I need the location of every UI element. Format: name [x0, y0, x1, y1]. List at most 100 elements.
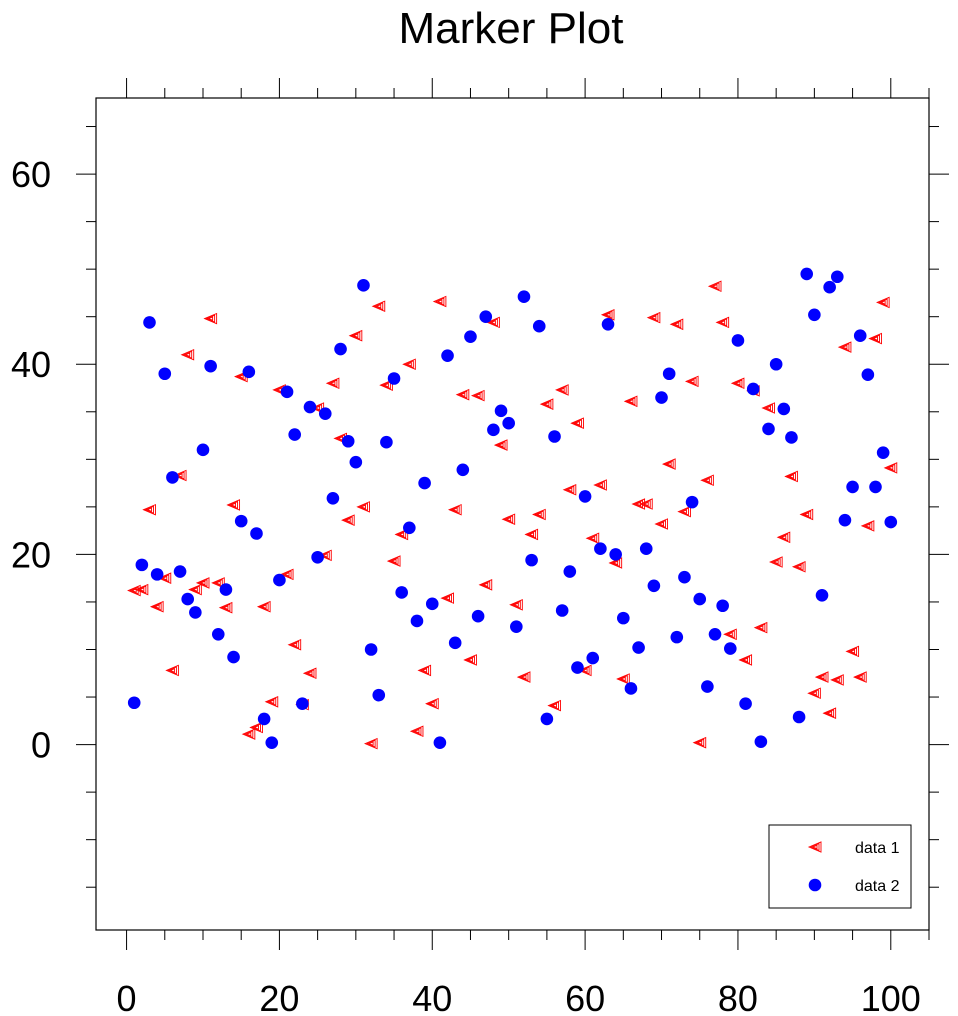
data-1-point: [501, 513, 516, 526]
data-2-point: [708, 627, 722, 641]
plot-frame: [95, 97, 930, 931]
data-2-point: [594, 542, 607, 556]
data-2-point: [517, 290, 531, 304]
data-2-point: [372, 688, 386, 702]
data-1-point: [868, 332, 882, 345]
series-data-2: [127, 267, 898, 749]
x-tick-label: 20: [259, 978, 299, 1016]
data-2-point: [532, 319, 546, 333]
data-1-point: [180, 348, 195, 361]
data-2-point: [357, 279, 370, 292]
data-2-point: [158, 367, 172, 381]
x-tick-label: 60: [565, 978, 605, 1016]
data-1-point: [302, 667, 317, 680]
data-2-point: [884, 515, 898, 529]
chart-title: Marker Plot: [399, 4, 624, 53]
data-2-point: [548, 430, 561, 443]
data-2-point: [571, 661, 584, 674]
data-2-point: [701, 680, 714, 693]
data-2-point: [441, 349, 454, 362]
data-2-point: [609, 548, 622, 561]
data-1-point: [440, 592, 454, 604]
x-tick-label: 0: [117, 978, 137, 1016]
data-2-point: [456, 463, 470, 477]
data-1-point: [799, 508, 814, 521]
y-tick-label: 20: [11, 534, 51, 575]
data-1-point: [409, 725, 424, 738]
data-1-point: [379, 379, 393, 391]
data-1-point: [226, 499, 241, 511]
data-2-point: [693, 592, 707, 606]
data-2-point: [578, 490, 592, 503]
legend-label-data-1: data 1: [855, 840, 900, 857]
data-1-point: [448, 503, 462, 516]
data-2-point: [288, 428, 301, 441]
data-1-point: [470, 389, 485, 402]
data-1-point: [677, 505, 691, 518]
data-1-point: [585, 532, 600, 545]
data-1-point: [669, 318, 684, 331]
data-2-point: [869, 480, 882, 494]
data-2-point: [762, 422, 775, 436]
data-2-point: [181, 592, 195, 606]
data-1-point: [700, 474, 714, 487]
data-2-point: [617, 611, 630, 625]
data-2-point: [487, 423, 500, 437]
data-1-point: [241, 728, 256, 740]
data-1-point: [853, 671, 867, 683]
data-1-point: [738, 654, 753, 666]
data-2-point: [830, 270, 844, 284]
data-2-point: [250, 527, 263, 540]
data-2-point: [808, 308, 821, 322]
data-1-point: [532, 508, 546, 521]
data-1-point: [325, 377, 340, 390]
data-1-point: [188, 583, 202, 596]
data-2-point: [219, 583, 233, 596]
data-1-point: [562, 483, 577, 496]
data-2-point: [425, 597, 439, 611]
data-1-point: [715, 316, 730, 329]
data-2-point: [211, 627, 225, 641]
data-2-point: [127, 696, 141, 710]
data-1-point: [486, 316, 500, 329]
data-1-point: [157, 572, 172, 584]
data-1-point: [264, 696, 279, 708]
data-2-point: [777, 402, 791, 416]
data-2-point: [662, 367, 676, 381]
data-2-point: [525, 553, 538, 567]
x-tick-label: 100: [861, 978, 921, 1016]
data-2-point: [296, 697, 309, 710]
data-1-point: [577, 664, 592, 677]
data-2-point: [739, 697, 752, 710]
data-1-point: [662, 458, 676, 470]
data-1-point: [417, 664, 432, 677]
data-2-point: [792, 710, 806, 724]
data-2-point: [510, 620, 523, 633]
data-2-point: [395, 586, 408, 599]
data-1-point: [646, 311, 661, 324]
data-2-point: [846, 480, 859, 494]
data-2-point: [318, 407, 332, 420]
y-tick-label: 40: [11, 344, 51, 385]
data-1-point: [256, 600, 271, 613]
data-1-point: [807, 687, 821, 700]
data-2-point: [724, 642, 737, 655]
data-1-point: [883, 462, 898, 474]
data-2-point: [265, 736, 279, 749]
data-2-point: [334, 342, 347, 356]
data-2-point: [433, 736, 447, 749]
data-2-point: [189, 606, 202, 619]
data-2-point: [387, 372, 401, 385]
data-2-point: [166, 471, 179, 484]
data-1-point: [493, 439, 508, 451]
data-2-point: [853, 329, 867, 343]
data-1-point: [203, 312, 218, 325]
data-2-point: [601, 318, 615, 331]
data-2-point: [418, 476, 431, 490]
data-1-point: [860, 520, 875, 532]
data-2-point: [647, 579, 661, 593]
legend-box: [768, 824, 912, 909]
data-1-point: [165, 664, 179, 677]
data-1-point: [195, 577, 210, 589]
